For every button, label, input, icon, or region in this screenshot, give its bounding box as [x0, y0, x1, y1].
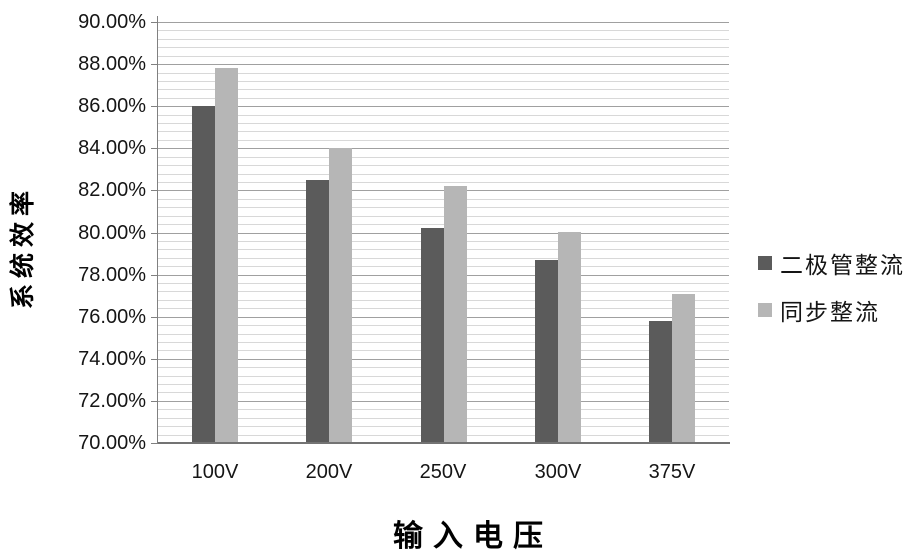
gridline-minor	[158, 174, 729, 175]
bar-series2-375V	[672, 294, 695, 443]
bar-series2-100V	[215, 68, 238, 443]
bar-series1-200V	[306, 180, 329, 443]
y-tick-label: 90.00%	[78, 11, 146, 33]
x-tick-label-200V: 200V	[305, 461, 353, 483]
y-tick-label: 88.00%	[78, 53, 146, 75]
y-tick-mark	[151, 106, 158, 107]
gridline-minor	[158, 47, 729, 48]
bar-series2-250V	[444, 186, 467, 443]
gridline-minor	[158, 131, 729, 132]
gridline-minor	[158, 39, 729, 40]
gridline-minor	[158, 199, 729, 200]
y-tick-label: 84.00%	[78, 137, 146, 159]
y-tick-mark	[151, 275, 158, 276]
plot-area	[158, 22, 729, 443]
bar-series2-200V	[329, 148, 352, 443]
legend-swatch-1	[758, 256, 772, 270]
x-tick-label-375V: 375V	[648, 461, 696, 483]
y-tick-mark	[151, 233, 158, 234]
y-tick-mark	[151, 443, 158, 444]
y-tick-label: 86.00%	[78, 95, 146, 117]
gridline-minor	[158, 140, 729, 141]
gridline-minor	[158, 98, 729, 99]
y-tick-mark	[151, 148, 158, 149]
y-tick-label: 80.00%	[78, 222, 146, 244]
y-tick-label: 74.00%	[78, 348, 146, 370]
x-axis-title: 输入电压	[393, 520, 553, 553]
x-tick-label-300V: 300V	[534, 461, 582, 483]
gridline-minor	[158, 182, 729, 183]
legend-label-2: 同步整流	[780, 299, 880, 325]
y-tick-mark	[151, 359, 158, 360]
gridline-minor	[158, 216, 729, 217]
y-axis-title: 系统效率	[9, 184, 37, 310]
gridline-minor	[158, 30, 729, 31]
y-tick-label: 82.00%	[78, 179, 146, 201]
bar-series2-300V	[558, 232, 581, 443]
x-axis-line	[158, 442, 730, 444]
legend-swatch-2	[758, 303, 772, 317]
y-tick-mark	[151, 190, 158, 191]
legend: 二极管整流 同步整流	[758, 246, 905, 340]
bar-series1-300V	[535, 260, 558, 443]
gridline-minor	[158, 157, 729, 158]
gridline-major	[158, 190, 729, 191]
bar-series1-100V	[192, 106, 215, 443]
legend-item-2: 同步整流	[758, 293, 905, 327]
y-axis-line	[157, 16, 158, 443]
y-tick-label: 72.00%	[78, 390, 146, 412]
y-tick-label: 76.00%	[78, 306, 146, 328]
y-tick-label: 70.00%	[78, 432, 146, 454]
bar-series1-375V	[649, 321, 672, 443]
gridline-minor	[158, 115, 729, 116]
legend-item-1: 二极管整流	[758, 246, 905, 280]
y-tick-mark	[151, 317, 158, 318]
y-tick-label: 78.00%	[78, 264, 146, 286]
gridline-major	[158, 64, 729, 65]
gridline-major	[158, 148, 729, 149]
gridline-minor	[158, 89, 729, 90]
y-tick-mark	[151, 64, 158, 65]
gridline-major	[158, 106, 729, 107]
y-tick-mark	[151, 22, 158, 23]
x-tick-label-100V: 100V	[191, 461, 239, 483]
x-tick-label-250V: 250V	[419, 461, 467, 483]
bar-series1-250V	[421, 228, 444, 443]
y-tick-mark	[151, 401, 158, 402]
gridline-major	[158, 22, 729, 23]
legend-label-1: 二极管整流	[780, 252, 905, 278]
gridline-minor	[158, 81, 729, 82]
gridline-minor	[158, 165, 729, 166]
gridline-minor	[158, 73, 729, 74]
gridline-minor	[158, 56, 729, 57]
gridline-minor	[158, 224, 729, 225]
gridline-minor	[158, 207, 729, 208]
gridline-minor	[158, 123, 729, 124]
